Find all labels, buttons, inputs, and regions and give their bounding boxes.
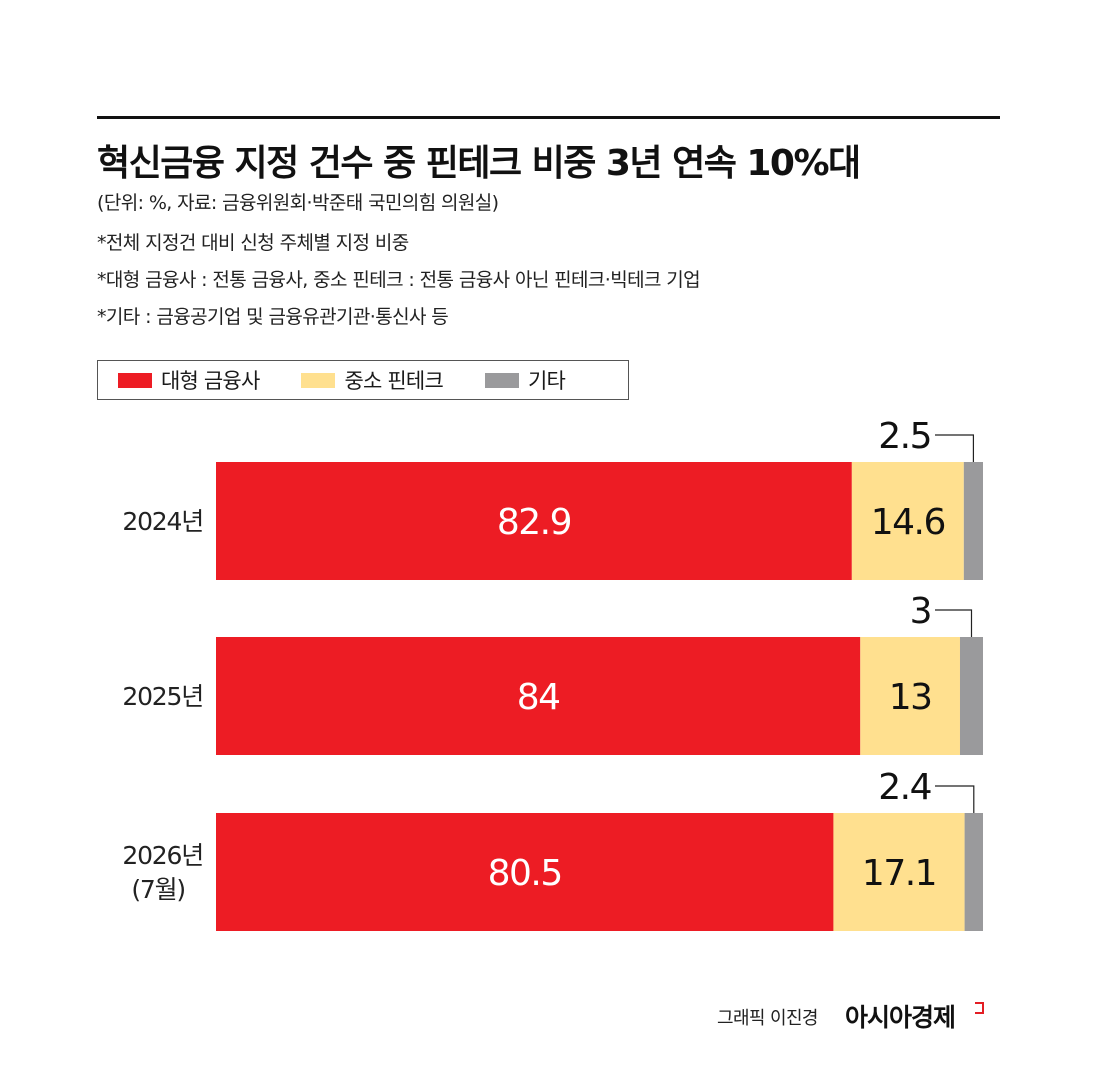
value-label-large-financial-1: 84 xyxy=(517,677,560,718)
bar-large-financial-1 xyxy=(216,637,861,755)
bar-small-fintech-2 xyxy=(833,813,965,931)
footnote-definitions: *대형 금융사 : 전통 금융사, 중소 핀테크 : 전통 금융사 아닌 핀테크… xyxy=(97,269,701,291)
footnote-other: *기타 : 금융공기업 및 금융유관기관·통신사 등 xyxy=(97,306,449,328)
source-note: (단위: %, 자료: 금융위원회·박준태 국민의힘 의원실) xyxy=(97,192,499,214)
publisher-logo: 아시아경제 xyxy=(845,1003,956,1032)
callout-line-other-2 xyxy=(935,785,975,813)
legend-item-other: 기타 xyxy=(484,365,566,395)
logo-mark-icon xyxy=(975,1002,984,1014)
legend-item-small-fintech: 중소 핀테크 xyxy=(301,365,444,395)
bar-other-0 xyxy=(963,462,983,580)
legend-label-small-fintech: 중소 핀테크 xyxy=(344,369,443,393)
footnote-ratio: *전체 지정건 대비 신청 주체별 지정 비중 xyxy=(97,232,409,254)
value-label-other-0: 2.5 xyxy=(878,416,931,457)
legend-swatch-small-fintech xyxy=(301,372,336,388)
value-label-small-fintech-1: 13 xyxy=(889,677,932,718)
callout-line-other-0 xyxy=(935,434,975,462)
legend-label-large-financial: 대형 금융사 xyxy=(161,369,260,393)
category-label-2: 2026년 (7월) xyxy=(122,841,203,904)
legend-swatch-other xyxy=(484,372,519,388)
bar-other-1 xyxy=(959,637,983,755)
category-label-0: 2024년 xyxy=(122,507,203,536)
graphic-credit: 그래픽 이진경 xyxy=(717,1008,818,1029)
value-label-other-2: 2.4 xyxy=(878,767,931,808)
category-label-1: 2025년 xyxy=(122,682,203,711)
bar-large-financial-2 xyxy=(216,813,834,931)
bar-small-fintech-1 xyxy=(860,637,960,755)
chart-legend: 대형 금융사 중소 핀테크 기타 xyxy=(97,360,629,400)
bar-other-2 xyxy=(964,813,983,931)
chart-title: 혁신금융 지정 건수 중 핀테크 비중 3년 연속 10%대 xyxy=(97,143,861,184)
value-label-small-fintech-2: 17.1 xyxy=(862,853,936,894)
value-label-large-financial-0: 82.9 xyxy=(497,502,571,543)
value-label-other-1: 3 xyxy=(910,591,931,632)
value-label-small-fintech-0: 14.6 xyxy=(871,502,945,543)
top-rule xyxy=(97,116,1000,119)
legend-label-other: 기타 xyxy=(527,369,566,393)
callout-line-other-1 xyxy=(935,609,973,637)
bar-small-fintech-0 xyxy=(851,462,964,580)
value-label-large-financial-2: 80.5 xyxy=(488,853,562,894)
legend-item-large-financial: 대형 금융사 xyxy=(118,365,260,395)
bar-large-financial-0 xyxy=(216,462,852,580)
legend-swatch-large-financial xyxy=(118,372,152,388)
